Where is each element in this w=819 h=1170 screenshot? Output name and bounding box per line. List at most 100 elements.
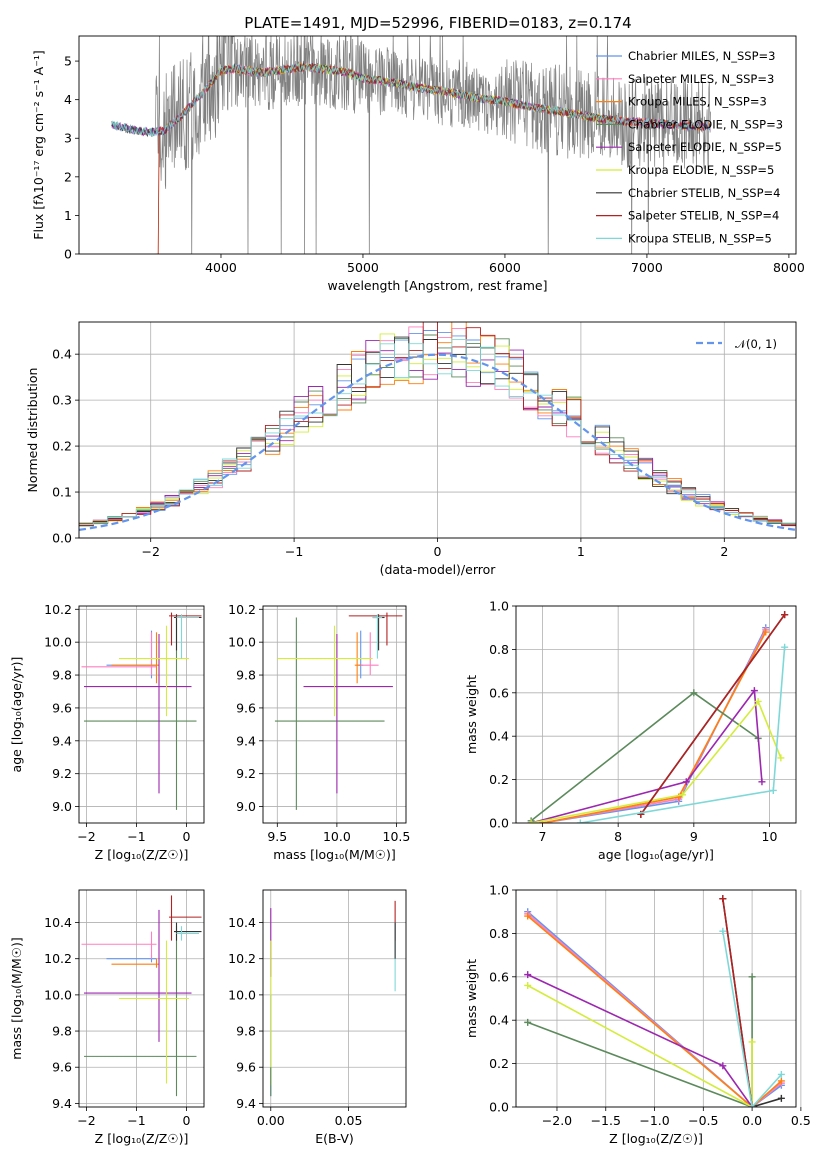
residuals-xtick-label: 0 (434, 544, 442, 559)
legend-entry: Salpeter ELODIE, N_SSP=5 (628, 140, 782, 154)
massweight_vs_age-xtick-label: 7 (539, 829, 547, 844)
massweight_vs_age-xlabel: age [log₁₀(age/yr)] (598, 847, 714, 862)
massweight_vs_Z-ytick-label: 1.0 (489, 883, 509, 898)
mass-weight-marker (769, 786, 777, 794)
mass-weight-line (530, 688, 763, 823)
massweight_vs_age-ytick-label: 0.6 (489, 685, 509, 700)
mass-weight-line (640, 614, 786, 815)
residual-histogram (79, 322, 796, 527)
mass-weight-line (542, 627, 767, 823)
mass_vs_Z-axes (75, 890, 204, 1111)
mass-weight-marker (748, 1103, 756, 1107)
mass-weight-line (527, 984, 753, 1107)
residuals-plot-area (79, 322, 796, 531)
massweight_vs_Z-plot-area (524, 895, 785, 1107)
mass_vs_ebv-ytick-label: 9.6 (236, 1060, 256, 1075)
spectrum-ytick-label: 4 (64, 92, 72, 107)
figure-title: PLATE=1491, MJD=52996, FIBERID=0183, z=0… (244, 14, 631, 32)
spectrum-xtick-label: 8000 (773, 260, 805, 275)
mass-weight-marker (748, 973, 756, 981)
age_vs_mass-ytick-label: 9.0 (236, 799, 256, 814)
age_vs_mass-ytick-label: 10.0 (228, 635, 256, 650)
mass-weight-marker (719, 1062, 727, 1070)
massweight_vs_Z-ytick-label: 0.6 (489, 969, 509, 984)
massweight_vs_Z-frame (515, 889, 797, 1108)
mass-weight-marker (781, 643, 789, 651)
age_vs_Z-ytick-label: 9.0 (52, 799, 72, 814)
mass_vs_Z-xlabel: Z [log₁₀(Z/Z☉)] (95, 1131, 189, 1146)
spectrum-xtick-label: 7000 (631, 260, 663, 275)
normal-distribution-line (79, 353, 796, 531)
mass-weight-marker (777, 1077, 785, 1085)
age_vs_mass-ytick-label: 9.4 (236, 733, 256, 748)
age_vs_Z-ytick-label: 9.6 (52, 700, 72, 715)
spectrum-axes (75, 60, 790, 258)
mass_vs_Z-frame (78, 889, 205, 1108)
age_vs_Z-ytick-label: 9.2 (52, 766, 72, 781)
massweight_vs_Z-xtick-label: −2.0 (542, 1113, 572, 1128)
massweight_vs_age-ytick-label: 0.8 (489, 642, 509, 657)
mass-weight-marker (781, 611, 789, 619)
legend-entry: Chabrier STELIB, N_SSP=4 (628, 186, 780, 200)
mass_vs_ebv-frame (262, 889, 407, 1108)
massweight_vs_age-xtick-label: 9 (690, 829, 698, 844)
mass-weight-line (542, 629, 767, 823)
massweight_vs_Z-xtick-label: −1.5 (591, 1113, 621, 1128)
mass-weight-marker (719, 895, 727, 903)
legend-entry: Kroupa MILES, N_SSP=3 (628, 95, 767, 109)
spectrum-model-line (111, 61, 711, 138)
age_vs_Z-xtick-label: −1 (127, 829, 145, 844)
massweight_vs_Z-xlabel: Z [log₁₀(Z/Z☉)] (609, 1131, 703, 1146)
mass-weight-marker (675, 793, 683, 801)
massweight_vs_Z-xtick-label: 0.0 (742, 1113, 762, 1128)
mass_vs_ebv-xtick-label: 0.05 (335, 1113, 363, 1128)
mass_vs_Z-xtick-label: −2 (77, 1113, 95, 1128)
mass-weight-marker (777, 754, 785, 762)
residuals-xtick-label: −2 (141, 544, 159, 559)
mass-weight-line (527, 973, 753, 1107)
massweight_vs_Z-ytick-label: 0.2 (489, 1056, 509, 1071)
spectrum-frame (78, 35, 797, 255)
mass-weight-line (542, 631, 767, 823)
spectrum-xlabel: wavelength [Angstrom, rest frame] (327, 278, 547, 293)
massweight_vs_Z-xtick-label: −0.5 (688, 1113, 718, 1128)
massweight_vs_age-ylabel: mass weight (464, 675, 479, 754)
mass_vs_ebv-ytick-label: 9.8 (236, 1024, 256, 1039)
massweight_vs_Z-ytick-label: 0.0 (489, 1100, 509, 1115)
mass-weight-marker (524, 981, 532, 989)
mass-weight-marker (777, 1094, 785, 1102)
mass-weight-marker (719, 927, 727, 935)
mass-weight-line (722, 898, 753, 1107)
legend-entry: 𝒩(0, 1) (735, 337, 777, 351)
age_vs_Z-ytick-label: 10.0 (44, 635, 72, 650)
age_vs_Z-xlabel: Z [log₁₀(Z/Z☉)] (95, 847, 189, 862)
age_vs_mass-ytick-label: 9.2 (236, 766, 256, 781)
mass_vs_Z-ytick-label: 9.8 (52, 1024, 72, 1039)
age_vs_mass-frame (262, 605, 407, 824)
residuals-xtick-label: −1 (285, 544, 303, 559)
age_vs_mass-plot-area (274, 612, 403, 810)
mass-weight-line (527, 976, 753, 1107)
age_vs_Z-ytick-label: 9.8 (52, 668, 72, 683)
mass-weight-marker (777, 1070, 785, 1078)
legend-entry: Salpeter STELIB, N_SSP=4 (628, 209, 779, 223)
age_vs_mass-xtick-label: 10.0 (323, 829, 351, 844)
massweight_vs_age-ytick-label: 0.0 (489, 816, 509, 831)
mass-weight-marker (524, 971, 532, 979)
spectrum-ytick-label: 1 (64, 208, 72, 223)
mass-weight-marker (750, 687, 758, 695)
age_vs_Z-axes (75, 606, 204, 827)
massweight_vs_age-frame (515, 605, 797, 824)
mass-weight-marker (524, 912, 532, 920)
spectrum-ytick-label: 3 (64, 131, 72, 146)
legend-entry: Salpeter MILES, N_SSP=3 (628, 72, 774, 86)
massweight_vs_age-plot-area (527, 611, 789, 823)
mass-weight-marker (576, 819, 584, 823)
legend-entry: Kroupa ELODIE, N_SSP=5 (628, 163, 774, 177)
massweight_vs_Z-xtick-label: 0.5 (791, 1113, 811, 1128)
mass_vs_ebv-plot-area (270, 900, 396, 1097)
mass-weight-line (722, 931, 782, 1107)
age_vs_Z-ytick-label: 10.2 (44, 602, 72, 617)
massweight_vs_Z-ytick-label: 0.8 (489, 926, 509, 941)
legend-entry: Kroupa STELIB, N_SSP=5 (628, 231, 772, 245)
